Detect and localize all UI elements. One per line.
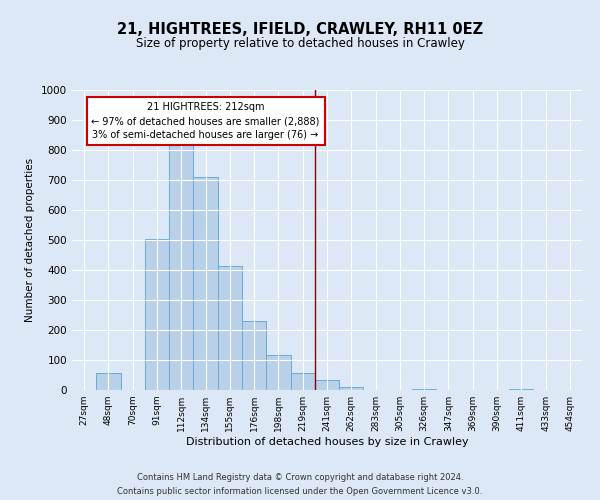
Text: 21 HIGHTREES: 212sqm
← 97% of detached houses are smaller (2,888)
3% of semi-det: 21 HIGHTREES: 212sqm ← 97% of detached h… bbox=[91, 102, 320, 140]
Text: Size of property relative to detached houses in Crawley: Size of property relative to detached ho… bbox=[136, 38, 464, 51]
X-axis label: Distribution of detached houses by size in Crawley: Distribution of detached houses by size … bbox=[185, 437, 469, 447]
Bar bbox=[145, 238, 169, 390]
Bar bbox=[266, 354, 290, 390]
Bar bbox=[290, 372, 315, 390]
Bar bbox=[509, 389, 533, 390]
Bar bbox=[412, 388, 436, 390]
Bar bbox=[193, 177, 218, 390]
Y-axis label: Number of detached properties: Number of detached properties bbox=[25, 158, 35, 322]
Bar bbox=[339, 387, 364, 390]
Bar bbox=[169, 144, 193, 390]
Bar bbox=[218, 266, 242, 390]
Bar bbox=[96, 373, 121, 390]
Text: 21, HIGHTREES, IFIELD, CRAWLEY, RH11 0EZ: 21, HIGHTREES, IFIELD, CRAWLEY, RH11 0EZ bbox=[117, 22, 483, 38]
Text: Contains public sector information licensed under the Open Government Licence v3: Contains public sector information licen… bbox=[118, 486, 482, 496]
Bar bbox=[315, 380, 339, 390]
Bar bbox=[242, 321, 266, 390]
Text: Contains HM Land Registry data © Crown copyright and database right 2024.: Contains HM Land Registry data © Crown c… bbox=[137, 473, 463, 482]
